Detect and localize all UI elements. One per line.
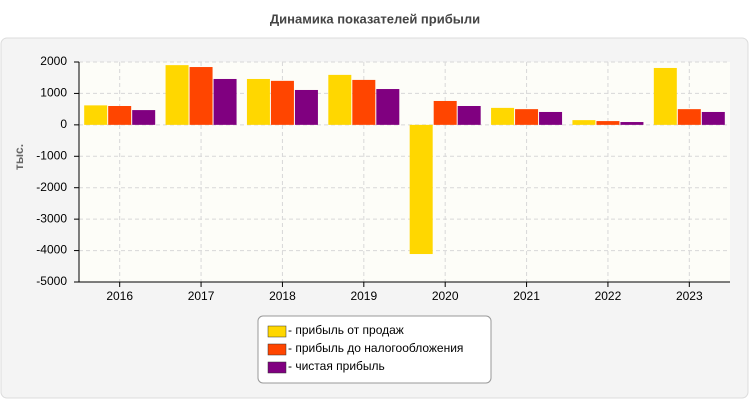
bar (84, 105, 108, 125)
bar (620, 122, 644, 125)
legend-swatch (267, 343, 287, 356)
bar (246, 78, 270, 125)
chart-title: Динамика показателей прибыли (270, 11, 480, 26)
bar (539, 111, 563, 125)
x-tick-label: 2020 (432, 289, 459, 303)
x-tick-label: 2023 (676, 289, 703, 303)
bar (213, 78, 237, 125)
x-tick-label: 2021 (513, 289, 540, 303)
x-tick-label: 2022 (595, 289, 622, 303)
bar (572, 120, 596, 125)
x-tick-label: 2019 (350, 289, 377, 303)
legend (257, 315, 492, 384)
bar (165, 65, 189, 125)
bar (376, 89, 400, 125)
y-tick-label: 1000 (40, 86, 67, 100)
bar (409, 124, 433, 255)
legend-swatch (267, 325, 287, 338)
bar (653, 67, 677, 125)
bar (701, 111, 725, 125)
legend-label: - прибыль от продаж (288, 323, 404, 337)
legend-label: - чистая прибыль (288, 359, 385, 373)
bar (433, 100, 457, 125)
x-tick-label: 2017 (188, 289, 215, 303)
legend-swatch (267, 361, 287, 374)
bar (491, 107, 515, 125)
bar (352, 79, 376, 125)
y-tick-label: -3000 (36, 211, 67, 225)
y-tick-label: -4000 (36, 243, 67, 257)
bar (677, 109, 701, 125)
y-tick-label: -2000 (36, 180, 67, 194)
bar (189, 67, 213, 125)
bar (596, 121, 620, 125)
y-tick-label: -5000 (36, 274, 67, 288)
bars (84, 65, 725, 255)
y-tick-label: -1000 (36, 148, 67, 162)
legend-label: - прибыль до налогообложения (288, 341, 463, 355)
bar (132, 110, 156, 125)
x-tick-label: 2018 (269, 289, 296, 303)
bar (328, 74, 352, 125)
bar (515, 109, 539, 125)
x-tick-label: 2016 (106, 289, 133, 303)
y-tick-label: 2000 (40, 54, 67, 68)
y-tick-label: 0 (60, 117, 67, 131)
bar (270, 80, 294, 125)
bar (108, 106, 132, 125)
bar (457, 106, 481, 125)
y-axis-label: тыс. (12, 144, 26, 170)
bar (294, 89, 318, 125)
